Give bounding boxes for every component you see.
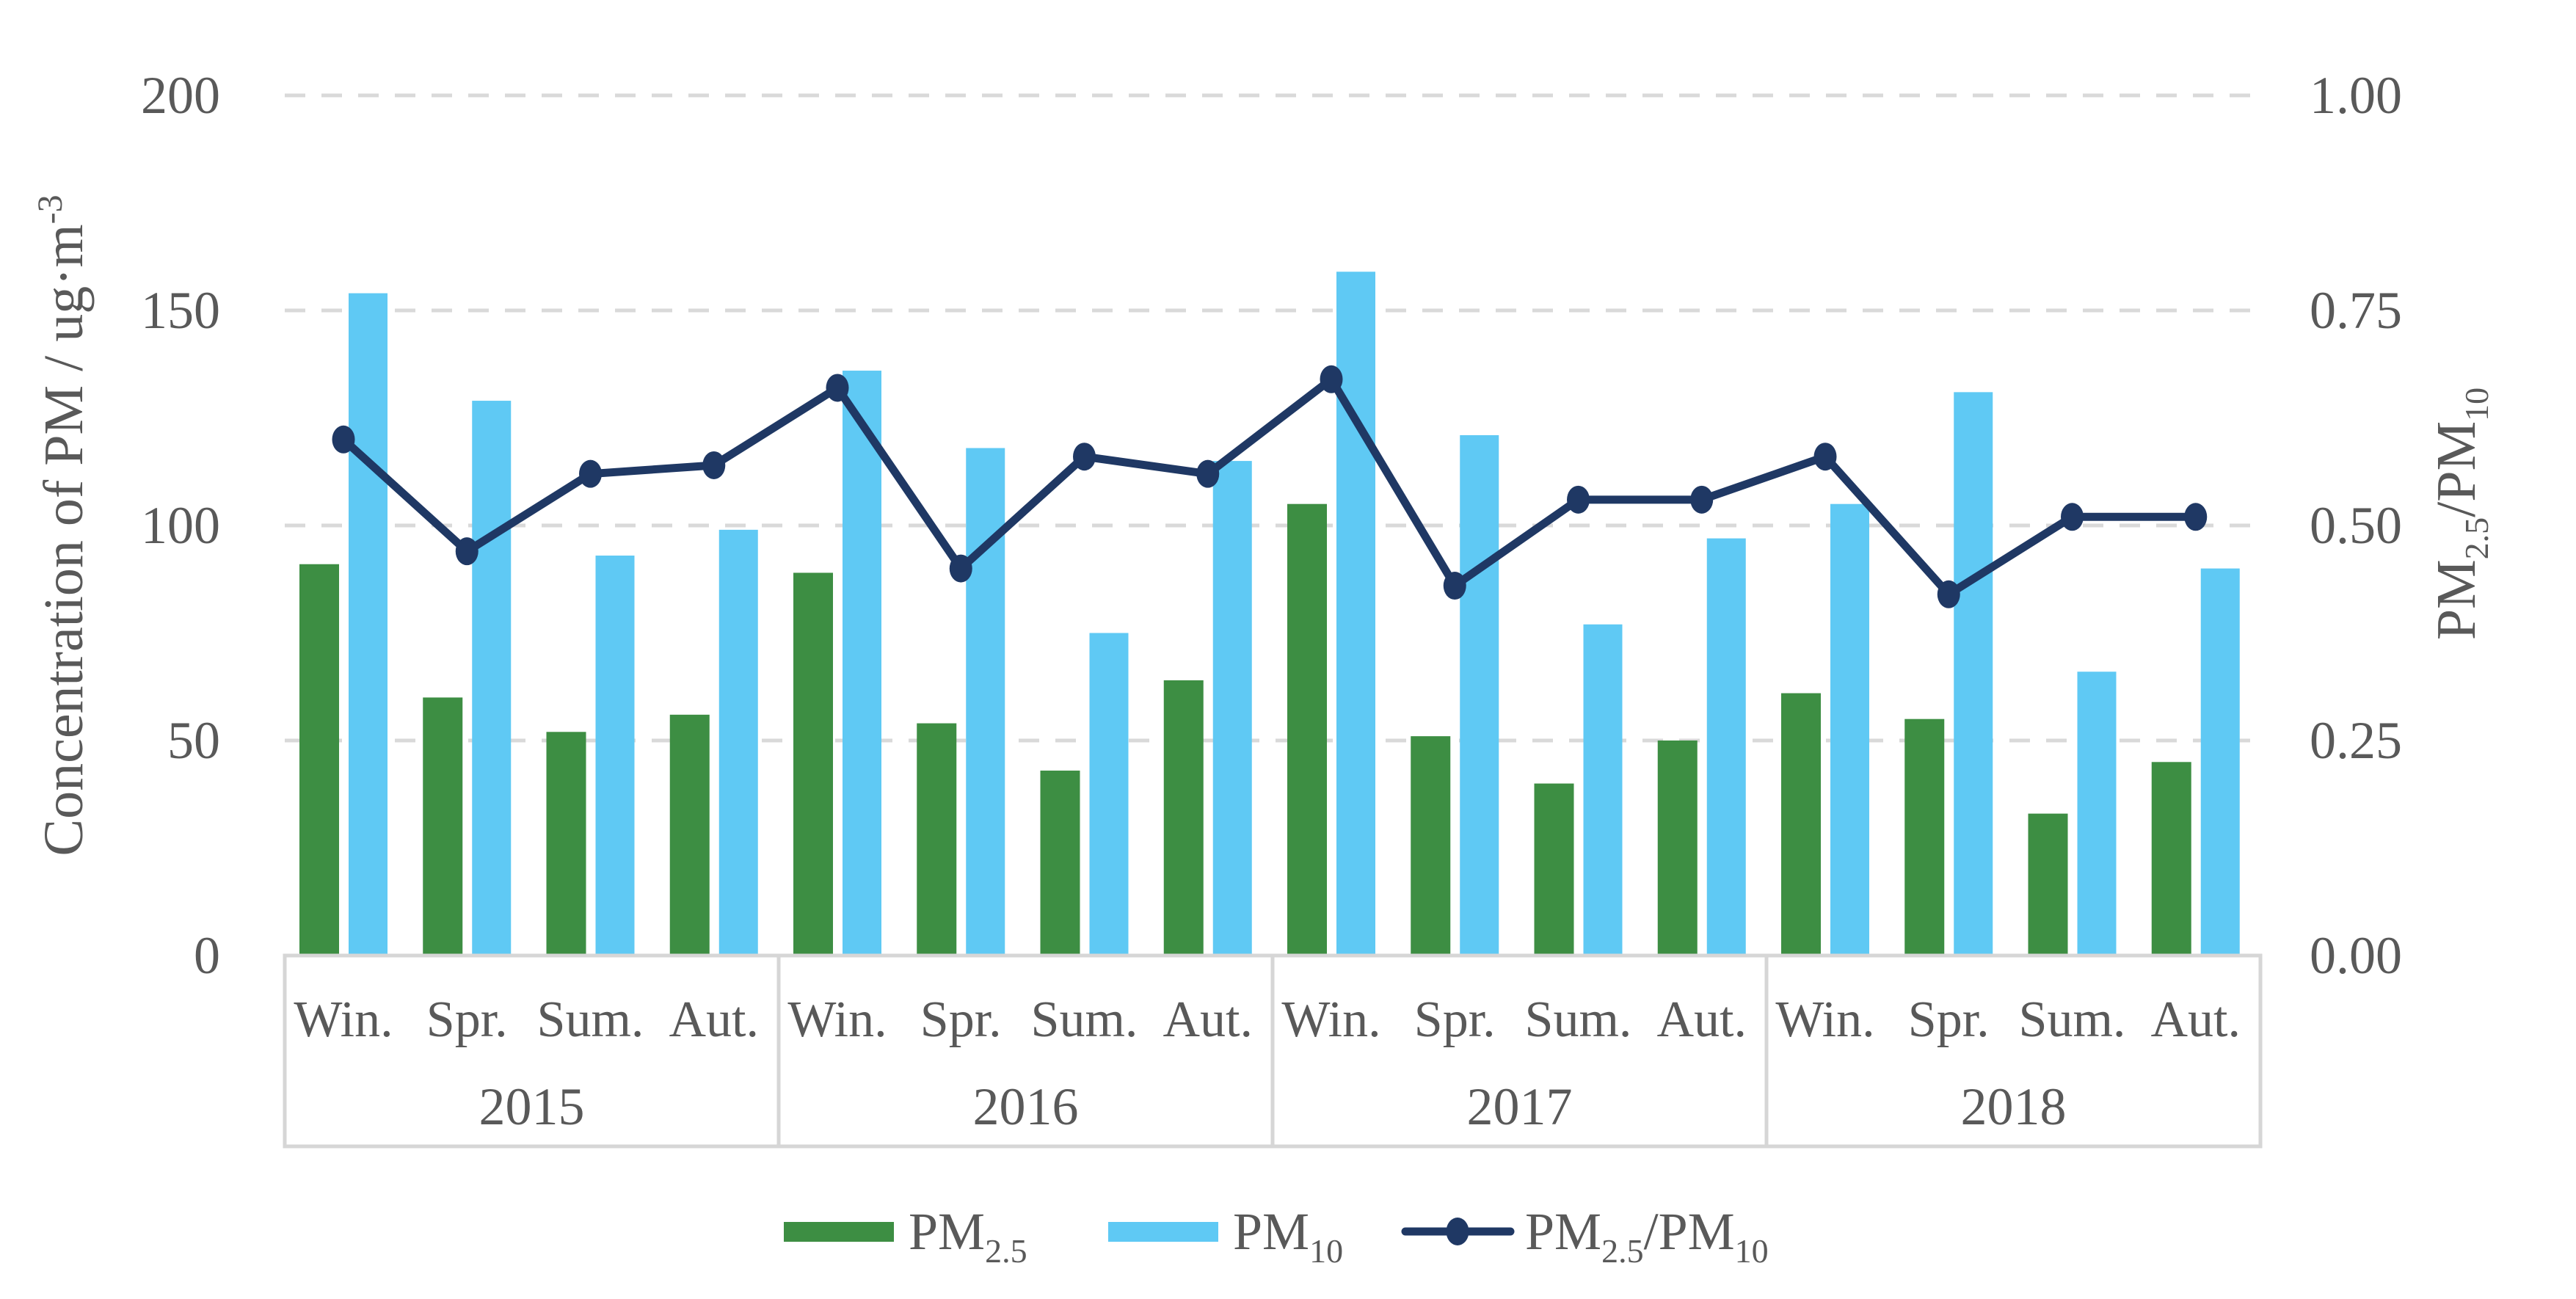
bar-PM2.5-2016-Win. <box>793 572 833 956</box>
bar-PM10-2016-Spr. <box>966 448 1005 956</box>
season-label: Sum. <box>1525 991 1632 1048</box>
legend-line-marker-icon <box>1446 1218 1469 1245</box>
bar-PM10-2017-Sum. <box>1583 624 1623 956</box>
right-tick-0.25: 0.25 <box>2310 711 2402 770</box>
legend-label-pm10: PM10 <box>1233 1202 1343 1270</box>
ratio-marker-2017-Aut. <box>1690 485 1714 514</box>
left-tick-0: 0 <box>194 926 220 985</box>
season-label: Spr. <box>920 991 1002 1048</box>
ratio-marker-2015-Sum. <box>579 459 602 488</box>
season-label: Win. <box>1281 991 1380 1048</box>
bar-PM2.5-2017-Win. <box>1287 503 1327 956</box>
left-tick-100: 100 <box>141 496 220 555</box>
bar-PM2.5-2015-Win. <box>299 564 339 956</box>
ratio-marker-2018-Aut. <box>2184 503 2208 531</box>
season-label: Sum. <box>537 991 644 1048</box>
bar-PM2.5-2018-Win. <box>1781 693 1821 956</box>
bar-PM10-2015-Win. <box>349 293 388 956</box>
bar-PM10-2015-Spr. <box>472 401 512 956</box>
ratio-marker-2018-Sum. <box>2061 503 2084 531</box>
ratio-line-layer <box>332 365 2208 608</box>
legend: PM2.5 PM10 PM2.5/PM10 <box>784 1202 1769 1270</box>
right-tick-0.50: 0.50 <box>2310 496 2402 555</box>
bar-PM2.5-2018-Sum. <box>2028 813 2068 956</box>
right-axis-title: PM2.5/PM10 <box>2426 387 2495 640</box>
legend-label-pm25: PM2.5 <box>909 1202 1027 1270</box>
bar-PM10-2017-Aut. <box>1706 538 1746 956</box>
season-label: Sum. <box>2019 991 2126 1048</box>
bar-PM2.5-2017-Aut. <box>1657 741 1698 956</box>
bar-PM10-2018-Aut. <box>2200 568 2240 956</box>
ratio-marker-2017-Sum. <box>1567 485 1590 514</box>
bar-PM2.5-2015-Sum. <box>546 732 586 956</box>
bar-PM2.5-2018-Aut. <box>2151 762 2191 956</box>
left-tick-150: 150 <box>141 281 220 340</box>
season-label: Aut. <box>2151 991 2241 1048</box>
bar-PM2.5-2017-Spr. <box>1411 736 1451 956</box>
ratio-marker-2018-Spr. <box>1937 580 1960 608</box>
bar-PM10-2018-Sum. <box>2077 672 2117 956</box>
year-label-2015: 2015 <box>479 1077 585 1136</box>
bar-series-layer <box>299 272 2240 956</box>
year-label-2016: 2016 <box>973 1077 1079 1136</box>
season-label: Sum. <box>1031 991 1138 1048</box>
right-tick-0.75: 0.75 <box>2310 281 2402 340</box>
ratio-marker-2016-Aut. <box>1196 459 1220 488</box>
year-label-2017: 2017 <box>1467 1077 1573 1136</box>
bar-PM2.5-2016-Aut. <box>1163 680 1204 956</box>
year-labels: 2015 2016 2017 2018 <box>479 1077 2067 1136</box>
season-labels: Win. Spr. Sum. Aut. Win. Spr. Sum. Aut. Win. Spr.… <box>294 991 2241 1048</box>
season-label: Spr. <box>426 991 508 1048</box>
left-tick-50: 50 <box>167 711 220 770</box>
bar-PM10-2015-Sum. <box>595 556 635 956</box>
right-tick-1.00: 1.00 <box>2310 66 2402 125</box>
bar-PM10-2017-Spr. <box>1460 434 1499 956</box>
bar-PM10-2016-Aut. <box>1212 461 1252 956</box>
year-label-2018: 2018 <box>1961 1077 2067 1136</box>
ratio-marker-2017-Spr. <box>1443 572 1466 600</box>
season-label: Spr. <box>1414 991 1496 1048</box>
legend-swatch-pm10 <box>1108 1222 1218 1242</box>
season-label: Aut. <box>1163 991 1254 1048</box>
bar-PM10-2018-Spr. <box>1954 392 1993 956</box>
ratio-marker-2016-Sum. <box>1073 443 1096 471</box>
ratio-marker-2015-Spr. <box>455 537 479 566</box>
ratio-line <box>339 375 2200 599</box>
season-label: Aut. <box>1657 991 1747 1048</box>
legend-label-ratio: PM2.5/PM10 <box>1525 1202 1769 1270</box>
ratio-marker-2016-Spr. <box>949 554 972 583</box>
bar-PM2.5-2016-Spr. <box>917 723 957 956</box>
left-axis-title: Concentration of PM / ug·m-3 <box>31 194 95 856</box>
ratio-marker-2016-Win. <box>826 374 849 402</box>
bar-PM2.5-2018-Spr. <box>1904 718 1945 956</box>
bar-PM10-2016-Win. <box>843 371 881 956</box>
left-axis-tick-labels: 0 50 100 150 200 <box>141 66 220 985</box>
ratio-marker-2015-Aut. <box>702 451 726 479</box>
bar-PM10-2018-Win. <box>1830 503 1869 956</box>
bar-PM2.5-2016-Sum. <box>1040 771 1080 956</box>
ratio-marker-2017-Win. <box>1320 365 1343 393</box>
season-label: Win. <box>294 991 393 1048</box>
legend-swatch-pm25 <box>784 1222 894 1242</box>
season-label: Aut. <box>669 991 760 1048</box>
right-axis-tick-labels: 0.00 0.25 0.50 0.75 1.00 <box>2310 66 2402 985</box>
season-label: Win. <box>1775 991 1874 1048</box>
bar-PM2.5-2017-Sum. <box>1534 783 1574 956</box>
ratio-marker-2015-Win. <box>332 425 355 454</box>
bar-PM2.5-2015-Aut. <box>669 714 710 956</box>
bar-PM10-2016-Sum. <box>1089 633 1129 956</box>
bar-PM2.5-2015-Spr. <box>423 697 463 956</box>
season-label: Spr. <box>1908 991 1990 1048</box>
left-tick-200: 200 <box>141 66 220 125</box>
season-label: Win. <box>787 991 887 1048</box>
category-axis-frame <box>283 953 2263 1149</box>
right-tick-0.00: 0.00 <box>2310 926 2402 985</box>
bar-PM10-2017-Win. <box>1336 272 1375 956</box>
ratio-marker-2018-Win. <box>1813 443 1837 471</box>
bar-PM10-2015-Aut. <box>718 529 758 956</box>
